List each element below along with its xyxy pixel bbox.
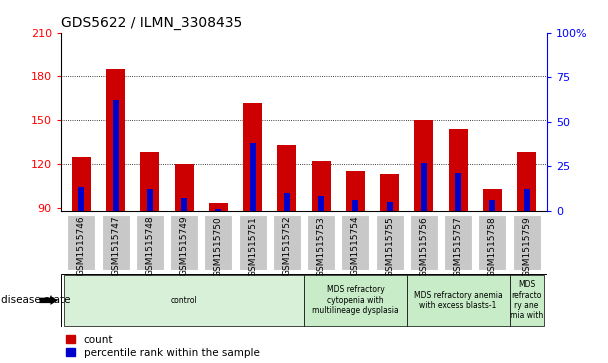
Bar — [415, 120, 434, 211]
FancyBboxPatch shape — [64, 274, 304, 326]
Bar — [352, 200, 359, 211]
Text: MDS
refracto
ry ane
mia with: MDS refracto ry ane mia with — [510, 280, 544, 321]
FancyBboxPatch shape — [304, 274, 407, 326]
FancyBboxPatch shape — [102, 215, 130, 270]
FancyBboxPatch shape — [510, 274, 544, 326]
Bar — [523, 189, 530, 211]
FancyBboxPatch shape — [478, 215, 506, 270]
Text: GSM1515755: GSM1515755 — [385, 216, 394, 277]
Bar — [243, 103, 262, 211]
Text: GSM1515746: GSM1515746 — [77, 216, 86, 277]
FancyBboxPatch shape — [67, 215, 95, 270]
Text: GSM1515748: GSM1515748 — [145, 216, 154, 277]
Bar — [517, 152, 536, 211]
Text: GSM1515750: GSM1515750 — [214, 216, 223, 277]
Legend: count, percentile rank within the sample: count, percentile rank within the sample — [66, 335, 260, 358]
Bar — [215, 209, 221, 211]
Bar — [421, 163, 427, 211]
Bar — [318, 196, 324, 211]
Bar — [140, 152, 159, 211]
FancyBboxPatch shape — [273, 215, 301, 270]
FancyBboxPatch shape — [341, 215, 370, 270]
Text: GDS5622 / ILMN_3308435: GDS5622 / ILMN_3308435 — [61, 16, 242, 30]
Bar — [455, 173, 461, 211]
Bar — [483, 189, 502, 211]
Text: GSM1515757: GSM1515757 — [454, 216, 463, 277]
FancyBboxPatch shape — [513, 215, 541, 270]
FancyBboxPatch shape — [204, 215, 232, 270]
Bar — [249, 143, 256, 211]
Bar — [78, 187, 85, 211]
FancyBboxPatch shape — [136, 215, 164, 270]
Bar — [72, 156, 91, 211]
Bar — [112, 100, 119, 211]
Bar — [209, 203, 228, 211]
Bar — [174, 164, 193, 211]
FancyBboxPatch shape — [238, 215, 267, 270]
Bar — [489, 200, 496, 211]
Bar — [277, 145, 296, 211]
Text: GSM1515758: GSM1515758 — [488, 216, 497, 277]
Text: GSM1515751: GSM1515751 — [248, 216, 257, 277]
Text: GSM1515753: GSM1515753 — [317, 216, 326, 277]
Text: GSM1515749: GSM1515749 — [179, 216, 188, 277]
FancyBboxPatch shape — [410, 215, 438, 270]
Text: MDS refractory anemia
with excess blasts-1: MDS refractory anemia with excess blasts… — [414, 291, 503, 310]
Text: MDS refractory
cytopenia with
multilineage dysplasia: MDS refractory cytopenia with multilinea… — [312, 285, 399, 315]
Bar — [284, 193, 290, 211]
FancyBboxPatch shape — [376, 215, 404, 270]
FancyBboxPatch shape — [307, 215, 335, 270]
Text: GSM1515754: GSM1515754 — [351, 216, 360, 277]
Bar — [449, 129, 468, 211]
Bar — [181, 198, 187, 211]
Text: control: control — [171, 296, 198, 305]
Text: GSM1515756: GSM1515756 — [420, 216, 429, 277]
Bar — [312, 161, 331, 211]
Text: GSM1515747: GSM1515747 — [111, 216, 120, 277]
Bar — [106, 69, 125, 211]
Bar — [346, 171, 365, 211]
Bar — [147, 189, 153, 211]
Bar — [387, 202, 393, 211]
FancyBboxPatch shape — [444, 215, 472, 270]
FancyBboxPatch shape — [170, 215, 198, 270]
Bar — [380, 174, 399, 211]
FancyBboxPatch shape — [407, 274, 510, 326]
Text: GSM1515752: GSM1515752 — [282, 216, 291, 277]
Text: GSM1515759: GSM1515759 — [522, 216, 531, 277]
Text: disease state: disease state — [1, 295, 70, 305]
